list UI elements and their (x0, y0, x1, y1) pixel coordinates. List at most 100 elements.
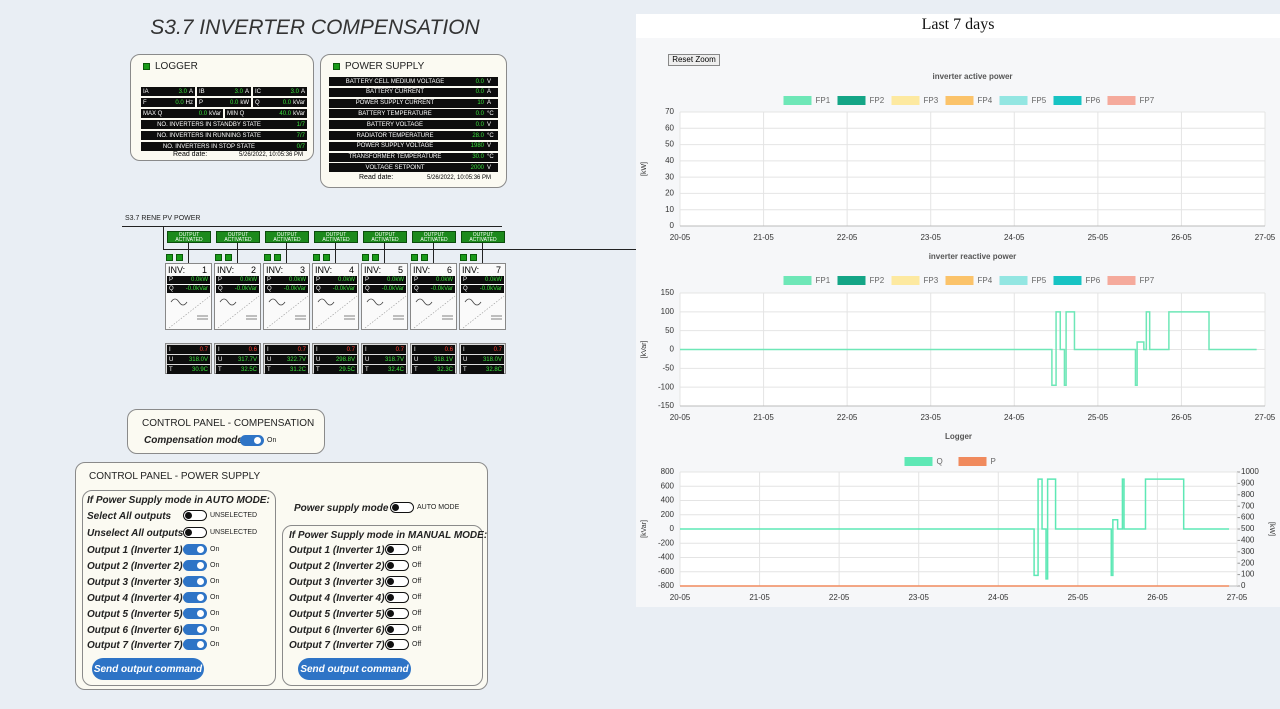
connector (384, 243, 385, 263)
row-label: T (218, 366, 222, 373)
toggle-knob (197, 561, 204, 569)
inverter: INV: 6 P 0.0kW Q -0.0kVar (410, 263, 457, 330)
y2-tick-label: 400 (1241, 536, 1255, 545)
status-indicator (313, 254, 320, 261)
inverter: INV: 1 P 0.0kW Q -0.0kVar (165, 263, 212, 330)
toggle[interactable] (385, 559, 409, 571)
toggle[interactable] (385, 623, 409, 635)
toggle-label: Output 7 (Inverter 7) (87, 640, 183, 652)
data-cell: P 0.0 kW (197, 98, 251, 107)
toggle-label: Output 2 (Inverter 2) (289, 560, 385, 572)
panel-title: LOGGER (155, 61, 198, 72)
toggle-label: Output 1 (Inverter 1) (289, 545, 385, 556)
legend-swatch (1053, 276, 1082, 285)
toggle-state: Off (412, 609, 422, 617)
row-value: 1/7 (296, 121, 305, 128)
data-row: POWER SUPPLY VOLTAGE 1980 V (329, 141, 498, 151)
x-tick-label: 22-05 (829, 593, 850, 602)
legend-swatch (783, 276, 812, 285)
y2-tick-label: 300 (1241, 547, 1255, 556)
measure-row: U 318.7V (363, 355, 406, 364)
bus-line (163, 249, 636, 250)
row-label: P (169, 277, 174, 283)
row-label: U (316, 356, 321, 363)
data-row: POWER SUPPLY CURRENT 10 A (329, 98, 498, 108)
series-line (680, 311, 1257, 387)
y-tick-label: 800 (661, 467, 675, 476)
row-value: 30.9C (191, 366, 208, 373)
reset-zoom-button[interactable]: Reset Zoom (668, 54, 720, 66)
toggle-label: Output 2 (Inverter 2) (87, 560, 183, 572)
logger-panel: LOGGER IA 3.0 A IB 3.0 A IC 3.0 A F 0.0 Hz P 0.0 kW Q 0.0… (130, 54, 314, 161)
toggle[interactable] (385, 639, 409, 651)
toggle[interactable] (385, 607, 409, 619)
toggle[interactable] (183, 544, 207, 555)
inverter-label: INV: (413, 265, 431, 275)
toggle[interactable] (385, 544, 409, 555)
legend-label: FP1 (816, 276, 831, 285)
inverter-row: P 0.0kW (314, 276, 357, 284)
row-label: T (463, 366, 467, 373)
x-tick-label: 27-05 (1227, 593, 1248, 602)
send-button[interactable]: Send output command (92, 658, 204, 680)
data-row: BATTERY TEMPERATURE 0.0 °C (329, 109, 498, 119)
toggle[interactable] (183, 527, 207, 538)
toggle[interactable] (183, 639, 207, 651)
toggle[interactable] (183, 591, 207, 603)
y-tick-label: -400 (658, 553, 675, 562)
row-value: 322.7V (286, 356, 306, 363)
row-label: I (218, 346, 220, 353)
row-label: P (267, 277, 272, 283)
y-tick-label: 50 (665, 326, 674, 335)
toggle[interactable] (385, 575, 409, 587)
toggle[interactable] (385, 591, 409, 603)
legend-label: FP6 (1086, 276, 1101, 285)
cell-unit: kVar (293, 110, 305, 117)
y-tick-label: -150 (658, 401, 675, 410)
measure-row: T 29.5C (314, 365, 357, 374)
cell-value: 0.0 (282, 99, 292, 106)
toggle-knob (387, 593, 394, 601)
legend-label: FP4 (978, 276, 993, 285)
row-value: 0.7 (199, 346, 208, 353)
cell-label: Q (255, 99, 260, 106)
toggle[interactable] (240, 435, 264, 446)
row-unit: °C (487, 132, 494, 139)
y-tick-label: 40 (665, 156, 674, 165)
toggle[interactable] (183, 607, 207, 619)
toggle[interactable] (183, 510, 207, 521)
inverter-measurements: I 0.7 U 318.0V T 30.9C (165, 343, 212, 374)
x-tick-label: 26-05 (1171, 413, 1192, 422)
cell-label: IB (199, 88, 205, 95)
toggle[interactable] (183, 623, 207, 635)
legend-swatch (999, 276, 1028, 285)
status-indicator (372, 254, 379, 261)
row-label: VOLTAGE SETPOINT (365, 164, 425, 171)
row-label: NO. INVERTERS IN RUNNING STATE (156, 132, 261, 139)
toggle-knob (197, 577, 204, 585)
toggle[interactable] (183, 575, 207, 587)
row-value: 318.0V (482, 356, 502, 363)
y2-tick-label: 200 (1241, 558, 1255, 567)
legend-label: FP5 (1032, 276, 1047, 285)
send-button[interactable]: Send output command (298, 658, 411, 680)
legend-swatch (904, 457, 933, 466)
row-value: 7/7 (296, 132, 305, 139)
legend-label: FP5 (1032, 96, 1047, 105)
toggle-state: On (267, 437, 277, 444)
toggle[interactable] (183, 559, 207, 571)
legend-swatch (837, 276, 866, 285)
x-tick-label: 20-05 (670, 413, 691, 422)
measure-row: I 0.7 (363, 345, 406, 354)
row-label: I (316, 346, 318, 353)
inverter-row: P 0.0kW (167, 276, 210, 284)
measure-row: T 30.9C (167, 365, 210, 374)
x-tick-label: 21-05 (749, 593, 770, 602)
data-cell: Q 0.0 kVar (253, 98, 307, 107)
measure-row: T 32.3C (412, 365, 455, 374)
toggle-label: Power supply mode (294, 503, 389, 514)
toggle[interactable] (390, 502, 414, 513)
cell-unit: Hz (185, 99, 193, 106)
legend-label: FP1 (816, 96, 831, 105)
legend-swatch (999, 96, 1028, 105)
